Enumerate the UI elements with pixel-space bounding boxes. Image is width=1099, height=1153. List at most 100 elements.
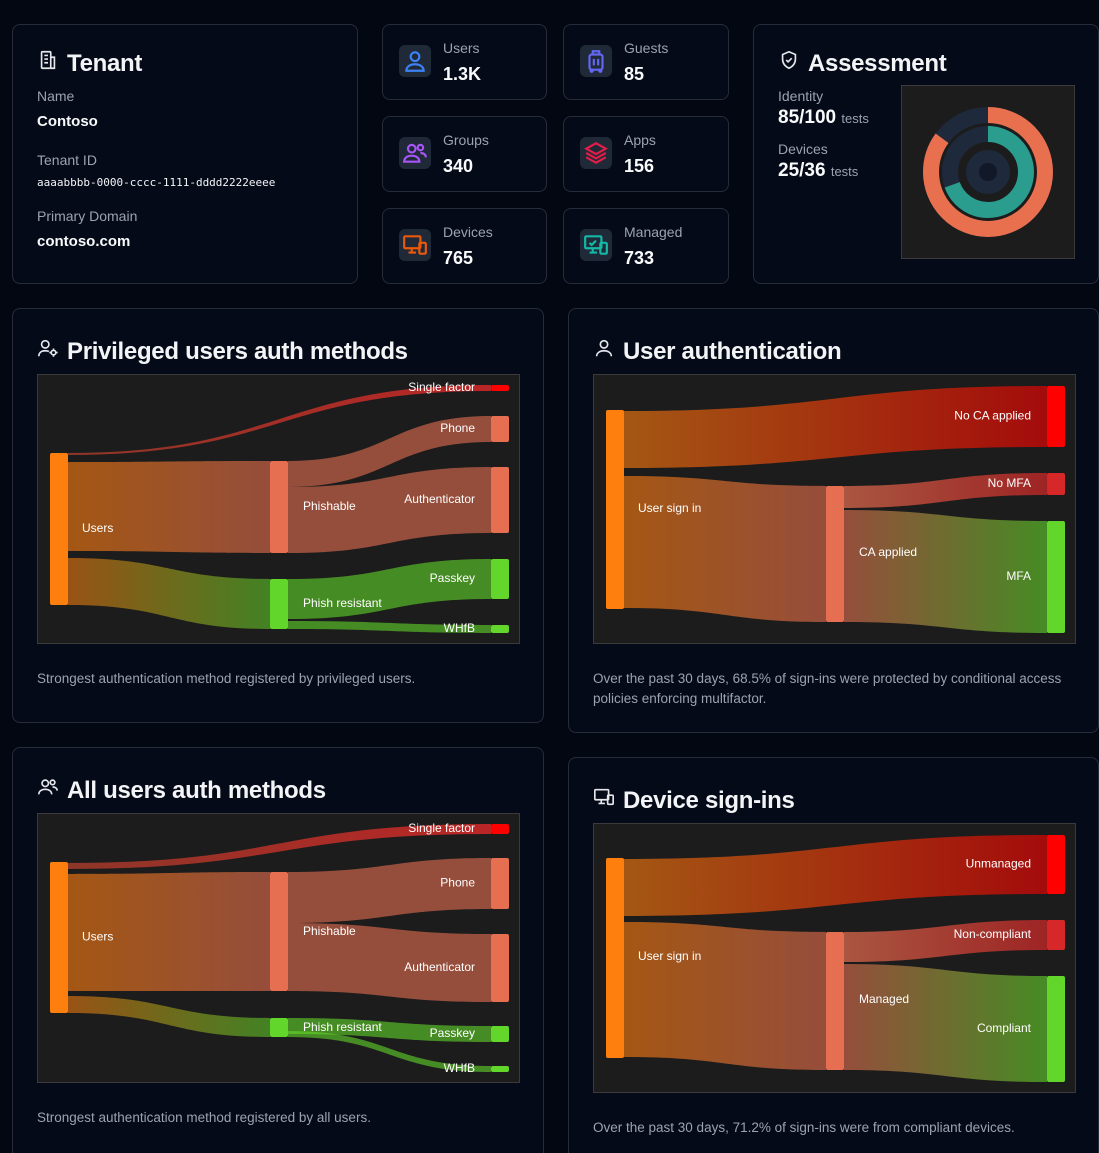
sankey-label-phish-resistant: Phish resistant [303, 596, 382, 610]
sankey-link-non-compliant [844, 920, 1047, 962]
identity-label: Identity [778, 88, 824, 104]
devices-value: 25/36 tests [778, 160, 859, 181]
sankey-label-sign-in: User sign in [638, 949, 701, 963]
tenant-name-value: Contoso [37, 113, 98, 130]
sankey-link-passkey [288, 559, 491, 619]
sankey-node-phone[interactable] [491, 858, 509, 909]
sankey-node-phishable[interactable] [270, 872, 288, 991]
sankey-link-whfb [288, 1031, 491, 1072]
tenant-id-label: Tenant ID [37, 152, 97, 168]
sankey-node-sign-in[interactable] [606, 858, 624, 1058]
stat-value: 765 [443, 248, 474, 268]
stat-label: Apps [624, 132, 656, 148]
privileged-caption: Strongest authentication method register… [37, 671, 416, 686]
sankey-label-single-factor: Single factor [408, 821, 475, 835]
stat-label: Devices [443, 224, 493, 240]
sankey-label-authenticator: Authenticator [404, 492, 475, 506]
user-auth-caption: Over the past 30 days, 68.5% of sign-ins… [593, 671, 1062, 706]
sankey-node-managed[interactable] [826, 932, 844, 1070]
stat-value: 733 [624, 248, 655, 268]
stat-card-devices[interactable]: Devices 765 [382, 208, 547, 284]
user-auth-sankey-chart: User sign in CA applied No CA applied No MF… [593, 374, 1076, 644]
assessment-card: Assessment Identity 85/100 tests Devices… [753, 24, 1099, 284]
stat-label: Managed [624, 224, 683, 240]
stat-value: 340 [443, 156, 474, 176]
user-auth-title: User authentication [593, 337, 842, 366]
sankey-label-single-factor: Single factor [408, 380, 475, 394]
all-users-sankey-chart: Users Phishable Phish resistant Single fact… [37, 813, 520, 1083]
donut-svg [923, 107, 1053, 237]
tenant-card: Tenant Name Contoso Tenant ID aaaabbbb-0… [12, 24, 358, 284]
layers-icon [580, 137, 612, 169]
sankey-label-phone: Phone [440, 421, 475, 435]
sankey-node-compliant[interactable] [1047, 976, 1065, 1082]
sankey-label-no-ca: No CA applied [954, 409, 1031, 423]
sankey-label-passkey: Passkey [430, 1026, 475, 1040]
sankey-label-phone: Phone [440, 876, 475, 890]
sankey-node-phish-resistant[interactable] [270, 1018, 288, 1037]
stat-card-apps[interactable]: Apps 156 [563, 116, 729, 192]
stat-label: Users [443, 40, 480, 56]
sankey-label-phishable: Phishable [303, 924, 356, 938]
sankey-node-users[interactable] [50, 862, 68, 1013]
tenant-domain-value: contoso.com [37, 233, 131, 250]
sankey-link-no-ca [624, 386, 1047, 468]
sankey-node-unmanaged[interactable] [1047, 835, 1065, 894]
sankey-link-single-factor [68, 385, 491, 455]
privileged-sankey-chart: Users Phishable Phish resistant Single fact… [37, 374, 520, 644]
sankey-node-phish-resistant[interactable] [270, 579, 288, 629]
sankey-label-users: Users [82, 930, 113, 944]
sankey-link-passkey [288, 1018, 491, 1042]
sankey-node-authenticator[interactable] [491, 467, 509, 533]
user-auth-card: User authentication User sign in CA appli… [568, 308, 1099, 733]
sankey-node-ca-applied[interactable] [826, 486, 844, 622]
sankey-node-single-factor[interactable] [491, 385, 509, 391]
stat-label: Groups [443, 132, 489, 148]
sankey-label-non-compliant: Non-compliant [954, 927, 1032, 941]
stat-card-managed[interactable]: Managed 733 [563, 208, 729, 284]
sankey-node-whfb[interactable] [491, 625, 509, 633]
sankey-node-phone[interactable] [491, 416, 509, 442]
device-signins-card: Device sign-ins User sign in Managed Unman… [568, 757, 1099, 1153]
sankey-link-compliant [844, 964, 1047, 1082]
sankey-node-authenticator[interactable] [491, 934, 509, 1002]
sankey-label-users: Users [82, 521, 113, 535]
tenant-domain-label: Primary Domain [37, 208, 138, 224]
sankey-node-sign-in[interactable] [606, 410, 624, 609]
stat-card-groups[interactable]: Groups 340 [382, 116, 547, 192]
stat-card-users[interactable]: Users 1.3K [382, 24, 547, 100]
sankey-node-passkey[interactable] [491, 1026, 509, 1042]
all-users-caption: Strongest authentication method register… [37, 1110, 371, 1125]
sankey-label-compliant: Compliant [977, 1021, 1032, 1035]
sankey-label-no-mfa: No MFA [988, 476, 1031, 490]
sankey-node-no-ca[interactable] [1047, 386, 1065, 447]
all-users-auth-title: All users auth methods [37, 776, 326, 805]
sankey-node-whfb[interactable] [491, 1066, 509, 1072]
user-gear-icon [37, 337, 59, 366]
sankey-node-no-mfa[interactable] [1047, 473, 1065, 495]
managed-devices-icon [580, 229, 612, 261]
sankey-node-non-compliant[interactable] [1047, 920, 1065, 950]
tenant-name-label: Name [37, 88, 75, 104]
sankey-link-phish-resistant [68, 558, 270, 629]
sankey-node-mfa[interactable] [1047, 521, 1065, 633]
sankey-node-phishable[interactable] [270, 461, 288, 553]
sankey-link-ca-applied [624, 476, 826, 622]
luggage-icon [580, 45, 612, 77]
sankey-label-mfa: MFA [1006, 569, 1031, 583]
sankey-label-ca-applied: CA applied [859, 545, 917, 559]
sankey-node-single-factor[interactable] [491, 824, 509, 834]
user-icon [399, 45, 431, 77]
sankey-label-sign-in: User sign in [638, 501, 701, 515]
tenant-id-value: aaaabbbb-0000-cccc-1111-dddd2222eeee [37, 176, 276, 189]
stat-card-guests[interactable]: Guests 85 [563, 24, 729, 100]
sankey-link-mfa [844, 510, 1047, 633]
sankey-node-users[interactable] [50, 453, 68, 605]
sankey-link-authenticator [288, 923, 491, 1002]
stat-value: 85 [624, 64, 645, 84]
sankey-node-passkey[interactable] [491, 559, 509, 599]
assessment-title: Assessment [778, 49, 947, 78]
device-signins-title: Device sign-ins [593, 786, 795, 815]
devices-ring [942, 126, 1034, 218]
stat-value: 1.3K [443, 64, 482, 84]
